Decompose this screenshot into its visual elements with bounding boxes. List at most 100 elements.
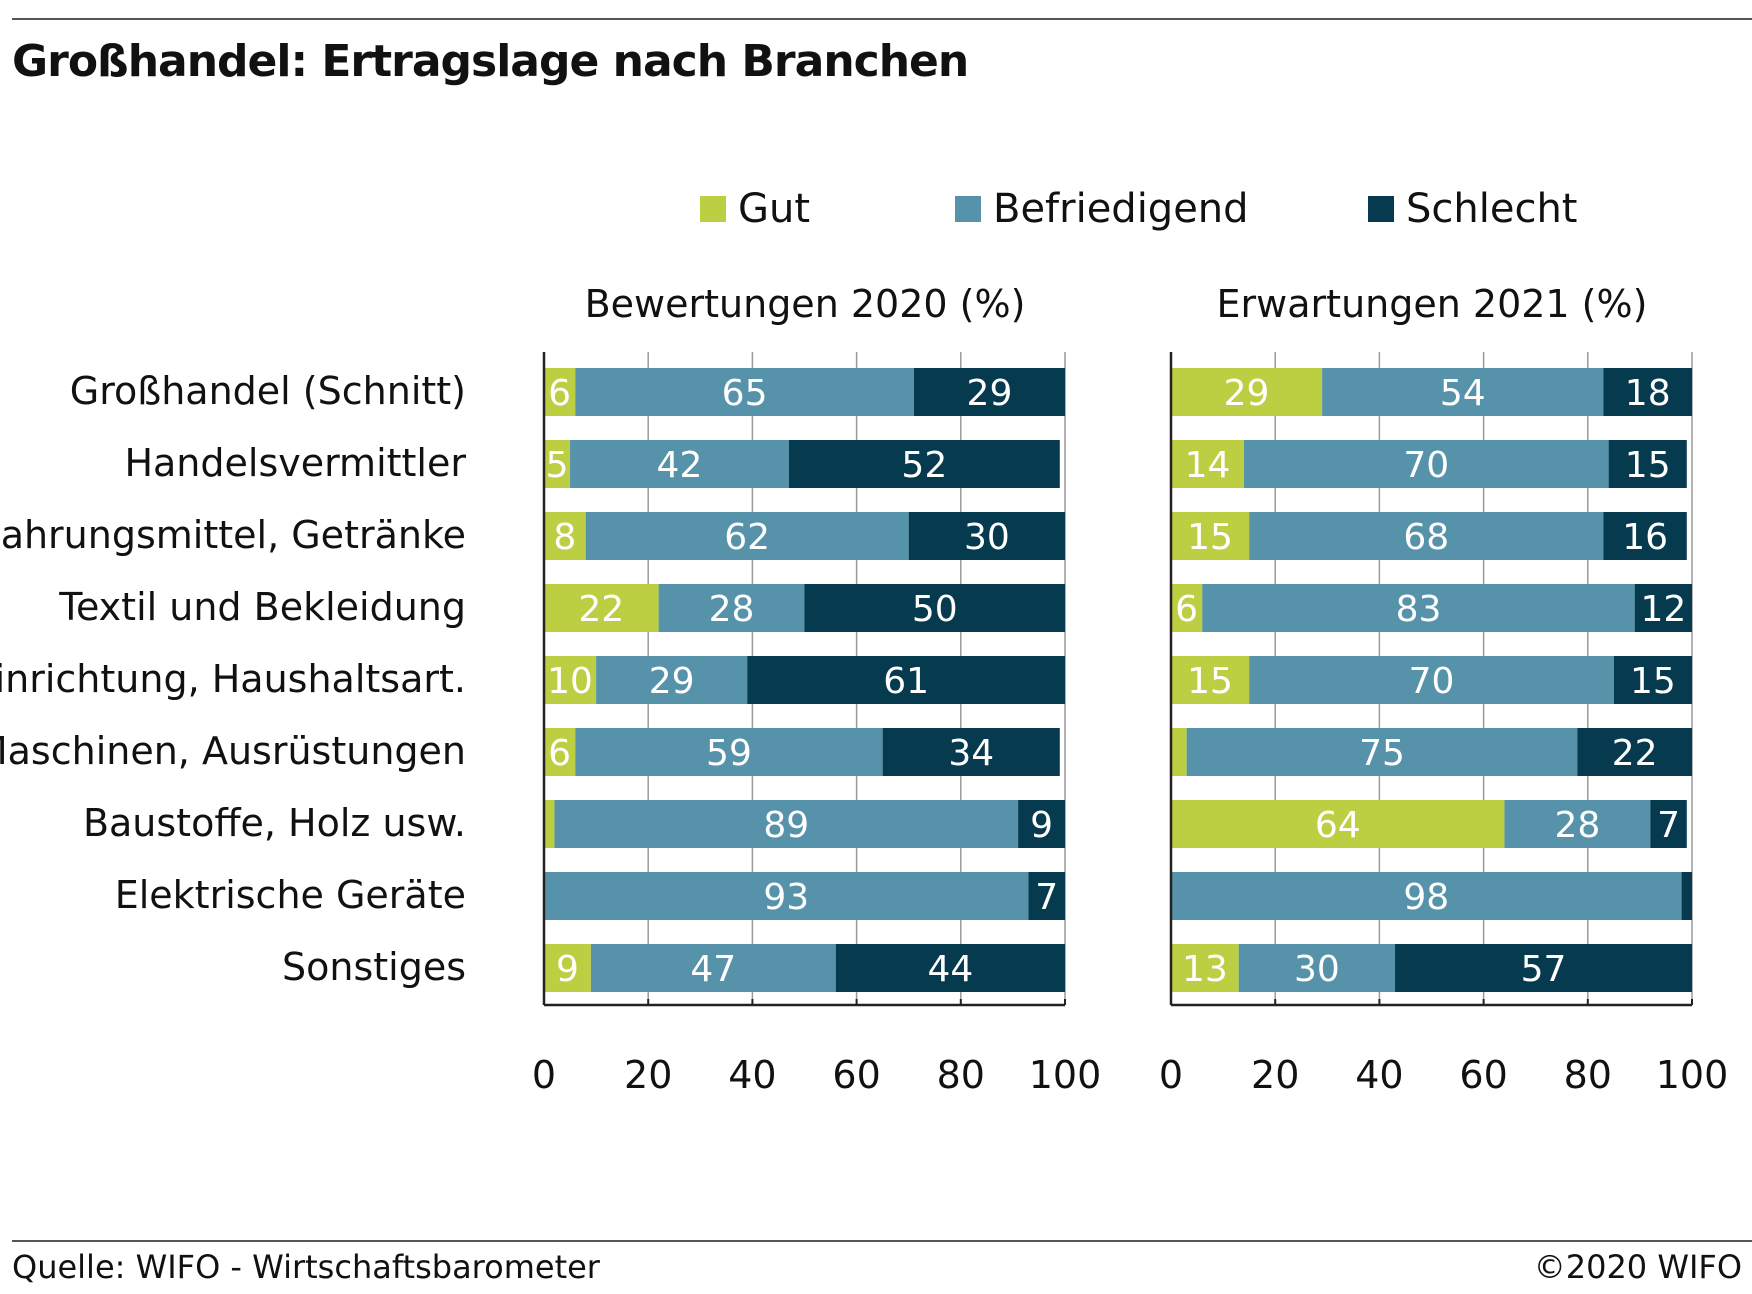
bar-segment: [804, 584, 1065, 632]
footer-rule: [12, 1240, 1752, 1242]
x-tick-label: 0: [532, 1053, 556, 1097]
bar-data-label: 9: [1030, 805, 1053, 846]
bar-data-label: 16: [1622, 517, 1668, 558]
x-tick-label: 80: [1564, 1053, 1612, 1097]
bar-segment: [1603, 368, 1692, 416]
bar-data-label: 28: [1554, 805, 1600, 846]
bar-data-label: 13: [1182, 949, 1228, 990]
bar-segment: [1504, 800, 1651, 848]
bar-segment: [658, 584, 805, 632]
bar-data-label: 15: [1625, 445, 1671, 486]
bar-data-label: 28: [709, 589, 755, 630]
bar-segment: [1171, 584, 1203, 632]
bar-segment: [544, 800, 555, 848]
bar-segment: [1603, 512, 1687, 560]
bar-data-label: 52: [901, 445, 947, 486]
bar-segment: [1238, 944, 1396, 992]
legend-swatch-schlecht: [1368, 196, 1394, 222]
bar-segment: [1249, 656, 1614, 704]
bar-data-label: 83: [1396, 589, 1442, 630]
bar-data-label: 9: [556, 949, 579, 990]
category-label: Großhandel (Schnitt): [69, 369, 466, 413]
category-label: Maschinen, Ausrüstungen: [0, 729, 466, 773]
bar-segment: [596, 656, 748, 704]
x-tick-label: 40: [1355, 1053, 1403, 1097]
bar-segment: [1634, 584, 1692, 632]
legend-swatch-befriedigend: [955, 196, 981, 222]
bar-segment: [575, 368, 914, 416]
category-label: Nahrungsmittel, Getränke: [0, 513, 466, 557]
bar-data-label: 68: [1403, 517, 1449, 558]
bar-data-label: 15: [1187, 661, 1233, 702]
bar-data-label: 89: [763, 805, 809, 846]
bar-segment: [544, 512, 586, 560]
bar-segment: [882, 728, 1060, 776]
bar-segment: [1577, 728, 1692, 776]
legend-label-gut: Gut: [738, 186, 811, 232]
panel-title-2021: Erwartungen 2021 (%): [1216, 282, 1648, 326]
legend-label-befriedigend: Befriedigend: [993, 186, 1249, 232]
legend-item-gut: Gut: [700, 186, 810, 232]
bar-data-label: 62: [724, 517, 770, 558]
bar-segment: [1028, 872, 1065, 920]
bar-segment: [544, 728, 576, 776]
x-tick-label: 20: [1251, 1053, 1299, 1097]
bar-data-label: 10: [547, 661, 593, 702]
bar-segment: [747, 656, 1065, 704]
bar-segment: [590, 944, 836, 992]
bar-data-label: 54: [1440, 373, 1486, 414]
bar-segment: [1171, 800, 1505, 848]
bar-data-label: 50: [912, 589, 958, 630]
bar-segment: [835, 944, 1065, 992]
x-tick-label: 80: [937, 1053, 985, 1097]
bar-segment: [1171, 656, 1250, 704]
legend-swatch-gut: [700, 196, 726, 222]
legend: Gut Befriedigend Schlecht: [0, 186, 1752, 236]
bar-data-label: 7: [1035, 877, 1058, 918]
bar-segment: [585, 512, 909, 560]
bar-data-label: 34: [948, 733, 994, 774]
bar-data-label: 30: [964, 517, 1010, 558]
bar-data-label: 22: [578, 589, 624, 630]
category-label: Baustoffe, Holz usw.: [82, 801, 466, 845]
chart-title: Großhandel: Ertragslage nach Branchen: [12, 36, 969, 87]
category-label: Einrichtung, Haushaltsart.: [0, 657, 466, 701]
bar-segment: [913, 368, 1065, 416]
legend-label-schlecht: Schlecht: [1406, 186, 1578, 232]
legend-item-befriedigend: Befriedigend: [955, 186, 1249, 232]
bar-segment: [570, 440, 789, 488]
bar-data-label: 30: [1294, 949, 1340, 990]
bar-data-label: 22: [1612, 733, 1658, 774]
bar-segment: [575, 728, 883, 776]
bar-segment: [1395, 944, 1692, 992]
bar-segment: [1171, 728, 1187, 776]
bar-data-label: 12: [1640, 589, 1686, 630]
legend-item-schlecht: Schlecht: [1368, 186, 1577, 232]
bar-segment: [1650, 800, 1687, 848]
bar-data-label: 14: [1185, 445, 1231, 486]
bar-segment: [1171, 512, 1250, 560]
bar-segment: [1608, 440, 1687, 488]
bar-data-label: 65: [722, 373, 768, 414]
panel-title-2020: Bewertungen 2020 (%): [584, 282, 1026, 326]
bar-data-label: 29: [649, 661, 695, 702]
bar-data-label: 6: [548, 373, 571, 414]
bar-data-label: 8: [553, 517, 576, 558]
bar-data-label: 29: [1224, 373, 1270, 414]
bar-data-label: 5: [546, 445, 569, 486]
bar-segment: [544, 440, 571, 488]
x-tick-label: 60: [832, 1053, 880, 1097]
bar-data-label: 59: [706, 733, 752, 774]
x-tick-label: 40: [728, 1053, 776, 1097]
bar-data-label: 42: [657, 445, 703, 486]
bar-data-label: 6: [548, 733, 571, 774]
category-label: Handelsvermittler: [124, 441, 466, 485]
bar-segment: [1243, 440, 1609, 488]
category-label: Textil und Bekleidung: [59, 585, 466, 629]
x-tick-label: 20: [624, 1053, 672, 1097]
bar-data-label: 44: [927, 949, 973, 990]
bar-segment: [544, 872, 1029, 920]
bar-segment: [1171, 440, 1244, 488]
bar-data-label: 70: [1409, 661, 1455, 702]
